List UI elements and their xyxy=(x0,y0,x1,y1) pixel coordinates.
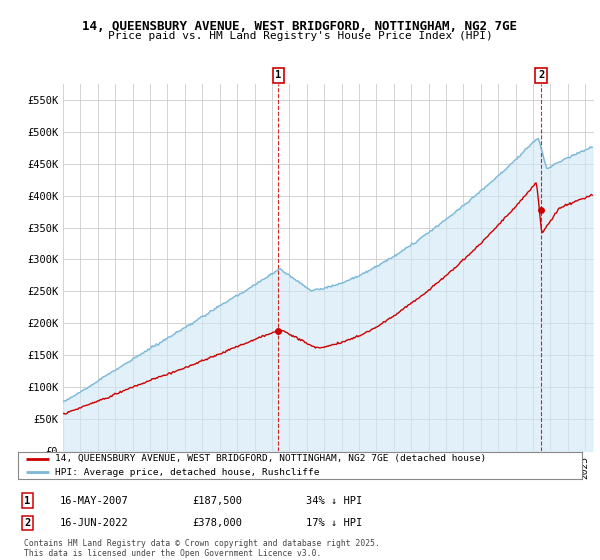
Text: HPI: Average price, detached house, Rushcliffe: HPI: Average price, detached house, Rush… xyxy=(55,468,319,477)
Text: 2: 2 xyxy=(538,71,544,80)
Text: 16-JUN-2022: 16-JUN-2022 xyxy=(60,518,129,528)
Text: 17% ↓ HPI: 17% ↓ HPI xyxy=(306,518,362,528)
Text: Price paid vs. HM Land Registry's House Price Index (HPI): Price paid vs. HM Land Registry's House … xyxy=(107,31,493,41)
Text: 14, QUEENSBURY AVENUE, WEST BRIDGFORD, NOTTINGHAM, NG2 7GE (detached house): 14, QUEENSBURY AVENUE, WEST BRIDGFORD, N… xyxy=(55,454,486,463)
Text: 14, QUEENSBURY AVENUE, WEST BRIDGFORD, NOTTINGHAM, NG2 7GE: 14, QUEENSBURY AVENUE, WEST BRIDGFORD, N… xyxy=(83,20,517,32)
Text: 34% ↓ HPI: 34% ↓ HPI xyxy=(306,496,362,506)
Text: 1: 1 xyxy=(275,71,281,80)
Text: 1: 1 xyxy=(24,496,30,506)
Text: 16-MAY-2007: 16-MAY-2007 xyxy=(60,496,129,506)
Text: £187,500: £187,500 xyxy=(192,496,242,506)
Text: £378,000: £378,000 xyxy=(192,518,242,528)
Text: 2: 2 xyxy=(24,518,30,528)
Text: Contains HM Land Registry data © Crown copyright and database right 2025.
This d: Contains HM Land Registry data © Crown c… xyxy=(24,539,380,558)
